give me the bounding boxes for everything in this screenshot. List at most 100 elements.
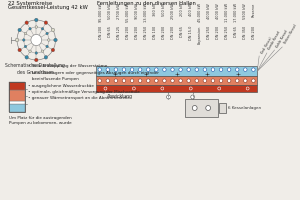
Circle shape	[41, 50, 44, 53]
Circle shape	[51, 28, 55, 32]
Text: • optimale, gleichmäßige Versorgung der Mischventile: • optimale, gleichmäßige Versorgung der …	[28, 90, 140, 94]
Text: DN 250: DN 250	[207, 26, 211, 39]
Text: Abwicklung: Abwicklung	[107, 94, 133, 99]
Circle shape	[130, 68, 134, 71]
Bar	[9, 101, 25, 104]
Circle shape	[25, 21, 28, 24]
Circle shape	[244, 68, 247, 71]
Bar	[9, 90, 25, 101]
Text: • ausgeglichene Wasserdruckäe: • ausgeglichene Wasserdruckäe	[28, 84, 94, 88]
Circle shape	[24, 32, 27, 35]
Text: 4000 kW: 4000 kW	[216, 3, 220, 19]
Text: 45.000 kW: 45.000 kW	[198, 3, 202, 22]
Circle shape	[171, 68, 174, 71]
Text: Kohle Kessel: Kohle Kessel	[275, 29, 289, 48]
Text: • kein Überlagern oder gegenseitiges Absaugen durch einander: • kein Überlagern oder gegenseitiges Abs…	[28, 71, 159, 75]
Text: DN 200: DN 200	[171, 26, 175, 39]
Bar	[96, 85, 257, 92]
Circle shape	[22, 39, 25, 41]
Text: Expansion: Expansion	[198, 26, 202, 44]
Text: 6 Kesselanlagen: 6 Kesselanlagen	[228, 106, 261, 110]
Text: • genauer Wärmetransport an die Abnahmestelle: • genauer Wärmetransport an die Abnahmes…	[28, 97, 129, 100]
Circle shape	[106, 79, 109, 82]
Circle shape	[252, 79, 255, 82]
Circle shape	[206, 106, 211, 110]
Text: DN 200: DN 200	[216, 26, 220, 39]
Text: Kombi Kessel: Kombi Kessel	[268, 31, 282, 51]
Text: 13.000 kW: 13.000 kW	[144, 3, 148, 22]
Bar	[219, 103, 226, 113]
Circle shape	[138, 68, 142, 71]
Circle shape	[171, 79, 174, 82]
Circle shape	[187, 79, 190, 82]
Circle shape	[18, 48, 21, 52]
Circle shape	[167, 95, 170, 99]
Bar	[9, 82, 25, 112]
Text: 2700 kW: 2700 kW	[117, 3, 121, 19]
Circle shape	[114, 68, 118, 71]
Circle shape	[195, 79, 199, 82]
Text: 400 kW: 400 kW	[189, 3, 193, 17]
Text: 5000 kW: 5000 kW	[108, 3, 112, 19]
Text: 11.000 kW: 11.000 kW	[225, 3, 229, 22]
Text: DN 65: DN 65	[180, 26, 184, 37]
Text: 22 Systemkreise: 22 Systemkreise	[8, 1, 53, 6]
Circle shape	[15, 38, 19, 42]
Text: 500 kW: 500 kW	[162, 3, 166, 17]
Circle shape	[98, 79, 101, 82]
Circle shape	[51, 48, 55, 52]
Circle shape	[41, 27, 44, 30]
Text: DN 200: DN 200	[162, 26, 166, 39]
Circle shape	[219, 79, 223, 82]
Text: 9000 kW: 9000 kW	[135, 3, 139, 19]
Circle shape	[191, 95, 195, 99]
Circle shape	[34, 18, 38, 22]
Text: 5900 kW: 5900 kW	[243, 3, 247, 19]
Text: Gesamtkessel-Leistung 42 kW: Gesamtkessel-Leistung 42 kW	[8, 5, 88, 10]
Circle shape	[31, 34, 42, 46]
Circle shape	[203, 68, 207, 71]
Circle shape	[146, 79, 150, 82]
Circle shape	[29, 50, 31, 53]
Bar	[9, 104, 25, 112]
Circle shape	[34, 58, 38, 62]
Text: Neben Kessel: Neben Kessel	[283, 24, 298, 45]
Text: • Volle Entkopplung der Wasserströme: • Volle Entkopplung der Wasserströme	[28, 64, 107, 68]
Circle shape	[179, 79, 182, 82]
Text: 4000 kW: 4000 kW	[207, 3, 211, 19]
Text: 17.000 kW: 17.000 kW	[234, 3, 238, 22]
Text: 360 kW: 360 kW	[153, 3, 157, 17]
Text: 95.000 kW: 95.000 kW	[99, 3, 103, 22]
Circle shape	[44, 56, 48, 59]
Text: DN 200: DN 200	[135, 26, 139, 39]
Text: DN 125: DN 125	[117, 26, 121, 39]
Text: DN 65: DN 65	[108, 26, 112, 37]
Text: DN 15.0: DN 15.0	[189, 26, 193, 40]
Circle shape	[114, 79, 118, 82]
Text: DN 100: DN 100	[153, 26, 157, 39]
Circle shape	[35, 52, 38, 54]
Text: 200 kW: 200 kW	[180, 3, 184, 17]
Circle shape	[227, 79, 231, 82]
Circle shape	[44, 21, 48, 24]
Text: Fernleitungen zu den diversen Hallen: Fernleitungen zu den diversen Hallen	[97, 1, 196, 6]
Text: DN 200: DN 200	[99, 26, 103, 39]
Text: DN 65: DN 65	[234, 26, 238, 37]
Text: 2500 kW: 2500 kW	[171, 3, 175, 19]
Circle shape	[192, 106, 197, 110]
Circle shape	[24, 45, 27, 48]
Circle shape	[47, 39, 50, 41]
Circle shape	[252, 68, 255, 71]
Circle shape	[98, 68, 101, 71]
Circle shape	[25, 56, 28, 59]
Circle shape	[244, 79, 247, 82]
Circle shape	[46, 45, 48, 48]
Circle shape	[236, 68, 239, 71]
Circle shape	[195, 68, 199, 71]
Text: DN 350: DN 350	[243, 26, 247, 39]
Circle shape	[203, 79, 207, 82]
Circle shape	[122, 68, 126, 71]
Circle shape	[179, 68, 182, 71]
Text: Knd. Kessel: Knd. Kessel	[260, 36, 273, 54]
Text: beeinflusende Pumpen: beeinflusende Pumpen	[28, 77, 79, 81]
